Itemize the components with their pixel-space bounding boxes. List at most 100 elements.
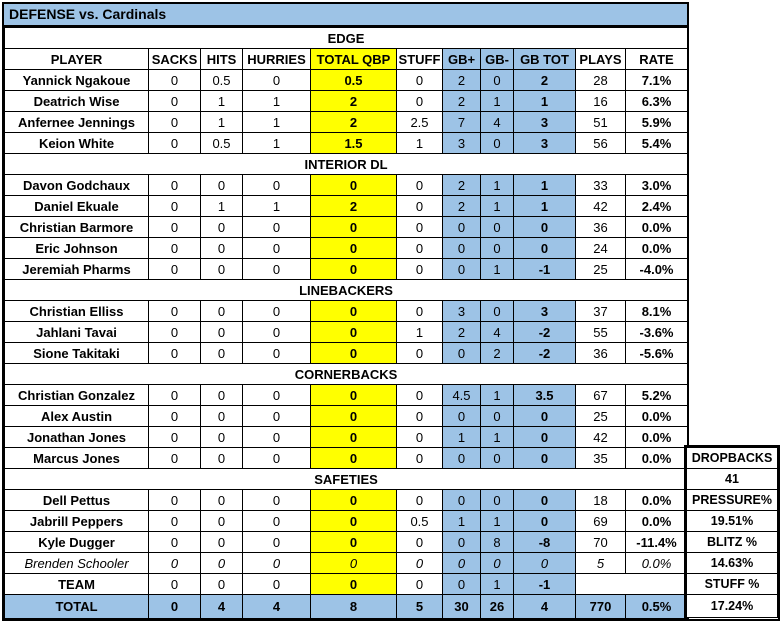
- stat-cell-hits[interactable]: 0: [200, 258, 243, 280]
- stat-cell-total-qbp[interactable]: 0: [310, 342, 397, 364]
- player-name-cell[interactable]: Jonathan Jones: [4, 426, 149, 448]
- stat-cell-plays[interactable]: 51: [575, 111, 626, 133]
- stat-cell-plays[interactable]: 56: [575, 132, 626, 154]
- stat-cell-sacks[interactable]: 0: [148, 384, 201, 406]
- stat-cell-gb-plus[interactable]: 0: [442, 573, 481, 595]
- stat-cell-hits[interactable]: 0: [200, 300, 243, 322]
- stat-cell-rate[interactable]: 0.0%: [624, 426, 689, 448]
- player-name-cell[interactable]: Davon Godchaux: [4, 174, 149, 196]
- player-name-cell[interactable]: Eric Johnson: [4, 237, 149, 259]
- stat-cell-hits[interactable]: 0: [200, 447, 243, 469]
- section-header-interior-dl[interactable]: INTERIOR DL: [3, 153, 689, 175]
- stat-cell-hurries[interactable]: 0: [242, 342, 311, 364]
- column-header-hits[interactable]: HITS: [200, 48, 243, 70]
- stat-cell-hits[interactable]: 0: [200, 552, 243, 574]
- stat-cell-rate[interactable]: 0.0%: [624, 216, 689, 238]
- stat-cell-gb-minus[interactable]: 1: [480, 195, 514, 217]
- stat-cell-rate[interactable]: 3.0%: [624, 174, 689, 196]
- player-name-cell[interactable]: Yannick Ngakoue: [4, 69, 149, 91]
- stat-cell-hits[interactable]: 0: [200, 174, 243, 196]
- stat-cell-gb-tot[interactable]: 1: [513, 90, 576, 112]
- stat-cell-gb-tot[interactable]: -2: [513, 321, 576, 343]
- stat-cell-gb-minus[interactable]: 4: [480, 321, 514, 343]
- total-cell-hits[interactable]: 4: [200, 594, 243, 619]
- stat-cell-stuff[interactable]: 0: [396, 426, 443, 448]
- stat-cell-gb-tot[interactable]: 3.5: [513, 384, 576, 406]
- stat-cell-sacks[interactable]: 0: [148, 111, 201, 133]
- total-cell-gb-plus[interactable]: 30: [442, 594, 481, 619]
- stat-cell-rate[interactable]: 0.0%: [624, 552, 689, 574]
- stat-cell-total-qbp[interactable]: 0: [310, 258, 397, 280]
- stat-cell-total-qbp[interactable]: 0: [310, 447, 397, 469]
- stat-cell-gb-tot[interactable]: 0: [513, 552, 576, 574]
- stat-cell-gb-tot[interactable]: -1: [513, 258, 576, 280]
- stat-cell-gb-minus[interactable]: 1: [480, 510, 514, 532]
- stat-cell-stuff[interactable]: 0: [396, 90, 443, 112]
- stat-cell-gb-plus[interactable]: 0: [442, 447, 481, 469]
- stat-cell-stuff[interactable]: 0: [396, 69, 443, 91]
- stat-cell-gb-minus[interactable]: 0: [480, 447, 514, 469]
- stat-cell-rate[interactable]: 5.9%: [624, 111, 689, 133]
- side-panel-cell-14-63[interactable]: 14.63%: [686, 552, 778, 574]
- player-name-cell[interactable]: Brenden Schooler: [4, 552, 149, 574]
- player-name-cell[interactable]: Deatrich Wise: [4, 90, 149, 112]
- stat-cell-plays[interactable]: 5: [575, 552, 626, 574]
- stat-cell-rate[interactable]: 6.3%: [624, 90, 689, 112]
- stat-cell-gb-tot[interactable]: 0: [513, 216, 576, 238]
- stat-cell-total-qbp[interactable]: 0: [310, 489, 397, 511]
- stat-cell-stuff[interactable]: 0: [396, 405, 443, 427]
- player-name-cell[interactable]: Keion White: [4, 132, 149, 154]
- stat-cell-gb-tot[interactable]: 3: [513, 132, 576, 154]
- stat-cell-sacks[interactable]: 0: [148, 489, 201, 511]
- stat-cell-hits[interactable]: 1: [200, 111, 243, 133]
- stat-cell-sacks[interactable]: 0: [148, 531, 201, 553]
- stat-cell-hurries[interactable]: 0: [242, 216, 311, 238]
- side-panel-cell-41[interactable]: 41: [686, 468, 778, 490]
- stat-cell-hits[interactable]: 0: [200, 531, 243, 553]
- stat-cell-stuff[interactable]: 0: [396, 573, 443, 595]
- stat-cell-gb-plus[interactable]: 0: [442, 489, 481, 511]
- player-name-cell[interactable]: Daniel Ekuale: [4, 195, 149, 217]
- stat-cell-gb-minus[interactable]: 1: [480, 90, 514, 112]
- stat-cell-hurries[interactable]: 0: [242, 321, 311, 343]
- column-header-gb-tot[interactable]: GB TOT: [513, 48, 576, 70]
- stat-cell-sacks[interactable]: 0: [148, 132, 201, 154]
- stat-cell-hits[interactable]: 0: [200, 489, 243, 511]
- stat-cell-gb-minus[interactable]: 4: [480, 111, 514, 133]
- column-header-gb-plus[interactable]: GB+: [442, 48, 481, 70]
- stat-cell-sacks[interactable]: 0: [148, 321, 201, 343]
- player-name-cell[interactable]: Kyle Dugger: [4, 531, 149, 553]
- stat-cell-sacks[interactable]: 0: [148, 258, 201, 280]
- stat-cell-gb-plus[interactable]: 0: [442, 216, 481, 238]
- stat-cell-gb-minus[interactable]: 0: [480, 216, 514, 238]
- stat-cell-stuff[interactable]: 0: [396, 237, 443, 259]
- side-panel-cell-dropbacks[interactable]: DROPBACKS: [686, 447, 778, 469]
- stat-cell-hits[interactable]: 0: [200, 321, 243, 343]
- stat-cell-gb-minus[interactable]: 0: [480, 300, 514, 322]
- stat-cell-plays[interactable]: 36: [575, 342, 626, 364]
- stat-cell-rate[interactable]: 5.2%: [624, 384, 689, 406]
- stat-cell-gb-tot[interactable]: 0: [513, 489, 576, 511]
- stat-cell-gb-minus[interactable]: 2: [480, 342, 514, 364]
- stat-cell-stuff[interactable]: 0: [396, 300, 443, 322]
- player-name-cell[interactable]: Marcus Jones: [4, 447, 149, 469]
- stat-cell-gb-tot[interactable]: 0: [513, 405, 576, 427]
- player-name-cell[interactable]: Jeremiah Pharms: [4, 258, 149, 280]
- stat-cell-plays[interactable]: 69: [575, 510, 626, 532]
- stat-cell-sacks[interactable]: 0: [148, 216, 201, 238]
- stat-cell-gb-plus[interactable]: 7: [442, 111, 481, 133]
- player-name-cell[interactable]: Anfernee Jennings: [4, 111, 149, 133]
- stat-cell-rate[interactable]: -3.6%: [624, 321, 689, 343]
- stat-cell-hurries[interactable]: 0: [242, 237, 311, 259]
- stat-cell-hits[interactable]: 1: [200, 195, 243, 217]
- stat-cell-stuff[interactable]: 0: [396, 384, 443, 406]
- stat-cell-gb-minus[interactable]: 0: [480, 132, 514, 154]
- stat-cell-sacks[interactable]: 0: [148, 174, 201, 196]
- player-name-cell[interactable]: Jahlani Tavai: [4, 321, 149, 343]
- stat-cell-gb-plus[interactable]: 2: [442, 69, 481, 91]
- stat-cell-total-qbp[interactable]: 0: [310, 216, 397, 238]
- stat-cell-sacks[interactable]: 0: [148, 447, 201, 469]
- player-name-cell[interactable]: Alex Austin: [4, 405, 149, 427]
- stat-cell-total-qbp[interactable]: 0: [310, 573, 397, 595]
- stat-cell-plays[interactable]: 18: [575, 489, 626, 511]
